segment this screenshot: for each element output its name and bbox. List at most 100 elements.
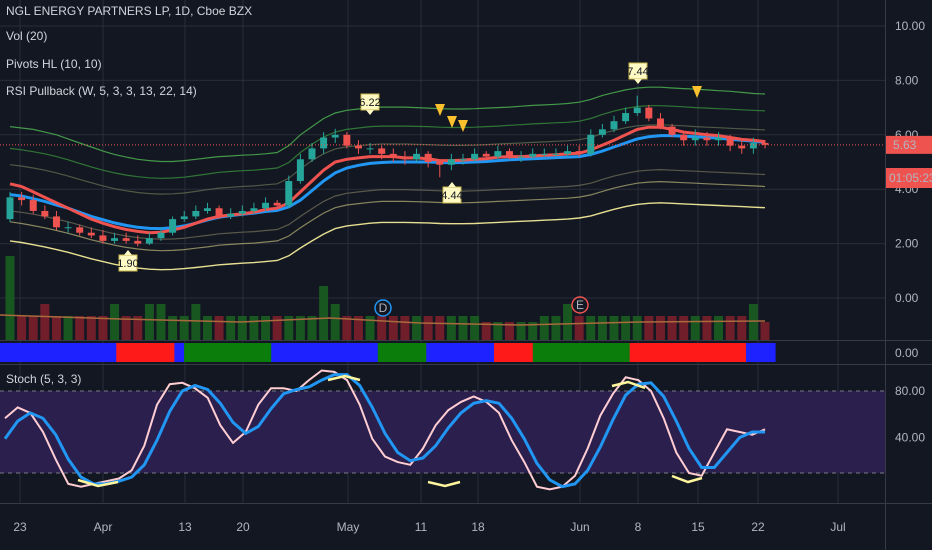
series-line-band_lower_inner [9, 180, 766, 252]
legend-volume[interactable]: Vol (20) [6, 29, 48, 43]
state-strip-segment [19, 343, 30, 362]
candle-body [715, 137, 723, 141]
volume-bar [179, 316, 189, 340]
state-strip-segment [581, 343, 592, 362]
volume-bar [725, 316, 735, 340]
candle-body [738, 145, 746, 149]
state-strip-segment [523, 343, 534, 362]
candle-body [308, 148, 316, 160]
volume-bar [423, 316, 433, 340]
state-strip-segment [571, 343, 582, 362]
symbol-title[interactable]: NGL ENERGY PARTNERS LP, 1D, Cboe BZX [6, 4, 253, 18]
state-strip-segment [377, 343, 389, 362]
candle [180, 210, 188, 222]
candle-body [726, 137, 734, 146]
volume-bar [737, 316, 747, 340]
candle-body [99, 235, 107, 241]
state-strip-segment [145, 343, 156, 362]
volume-bar [574, 316, 584, 340]
time-axis-label: 13 [178, 520, 192, 534]
candle [459, 153, 467, 165]
state-strip-segment [135, 343, 146, 362]
candle-body [413, 153, 421, 160]
volume-bar [98, 316, 108, 340]
stoch-extreme-highlight [611, 380, 646, 390]
state-strip-segment [0, 343, 11, 362]
signal-triangle [447, 116, 457, 128]
time-axis-label: 11 [415, 520, 428, 534]
state-strip-segment [494, 343, 505, 362]
candle [296, 153, 304, 184]
volume-bar [690, 316, 700, 340]
state-strip-segment [164, 343, 175, 362]
state-strip-segment [736, 343, 747, 362]
time-axis-label: 22 [751, 520, 765, 534]
candle [633, 95, 641, 116]
candle-body [680, 134, 688, 141]
pivot-label-high: 7.44 [627, 62, 649, 84]
state-strip-segment [465, 343, 476, 362]
candle [494, 145, 502, 160]
volume-bar [121, 316, 131, 340]
state-strip-segment [251, 343, 263, 362]
state-strip-segment [387, 343, 398, 362]
state-strip-segment [96, 343, 108, 362]
signal-triangle [458, 120, 468, 132]
signal-triangle [692, 86, 702, 98]
event-marker-text: E [576, 298, 584, 312]
candle-body [761, 142, 769, 145]
state-strip-segment [649, 343, 660, 362]
legend-stoch[interactable]: Stoch (5, 3, 3) [6, 372, 82, 386]
candle [552, 148, 560, 157]
candle-body [517, 156, 525, 158]
candle-body [111, 238, 119, 241]
pivot-arrow [448, 182, 456, 187]
state-strip-segment [319, 343, 330, 362]
candle-body [366, 148, 374, 150]
volume-bar [17, 316, 27, 340]
volume-bar [75, 316, 85, 340]
candle-body [180, 216, 188, 220]
volume-bar [237, 316, 247, 340]
state-strip-segment [445, 343, 456, 362]
candle-body [145, 238, 153, 244]
candle [157, 227, 165, 241]
pivot-label-high: 6.22 [359, 93, 381, 115]
state-strip-segment [678, 343, 689, 362]
stoch-line-k [4, 369, 766, 491]
candle-body [192, 210, 200, 217]
candle [215, 205, 223, 220]
candle [598, 123, 606, 138]
legend-pivots[interactable]: Pivots HL (10, 10) [6, 57, 102, 71]
volume-bar [748, 304, 758, 340]
candle [424, 151, 432, 168]
legend-rsi-pullback[interactable]: RSI Pullback (W, 5, 3, 3, 13, 22, 14) [6, 84, 197, 98]
event-marker-circle [571, 296, 589, 314]
price-axis-label: 2.00 [895, 237, 919, 251]
volume-bar [249, 316, 259, 340]
pivot-label-low: 4.44 [441, 182, 463, 204]
state-strip-segment [87, 343, 98, 362]
volume-bar [563, 304, 573, 340]
state-strip-segment [29, 343, 40, 362]
candle [413, 148, 421, 162]
time-axis-label: 8 [635, 520, 642, 534]
series-line-fast [9, 125, 766, 235]
volume-bar [679, 316, 689, 340]
stoch-extreme-highlight [327, 374, 361, 382]
volume-bar [597, 316, 607, 340]
candle-body [587, 134, 595, 154]
candle-body [320, 137, 328, 149]
candle [749, 137, 757, 154]
candle [505, 148, 513, 160]
candle [354, 140, 362, 154]
state-strip-segment [125, 343, 137, 362]
candle-body [668, 126, 676, 135]
state-strip-segment [174, 343, 185, 362]
last-price-badge: 5.63 [886, 135, 932, 154]
candle [111, 232, 119, 244]
volume-bar [133, 316, 143, 340]
state-strip-segment [435, 343, 447, 362]
candle [680, 132, 688, 146]
